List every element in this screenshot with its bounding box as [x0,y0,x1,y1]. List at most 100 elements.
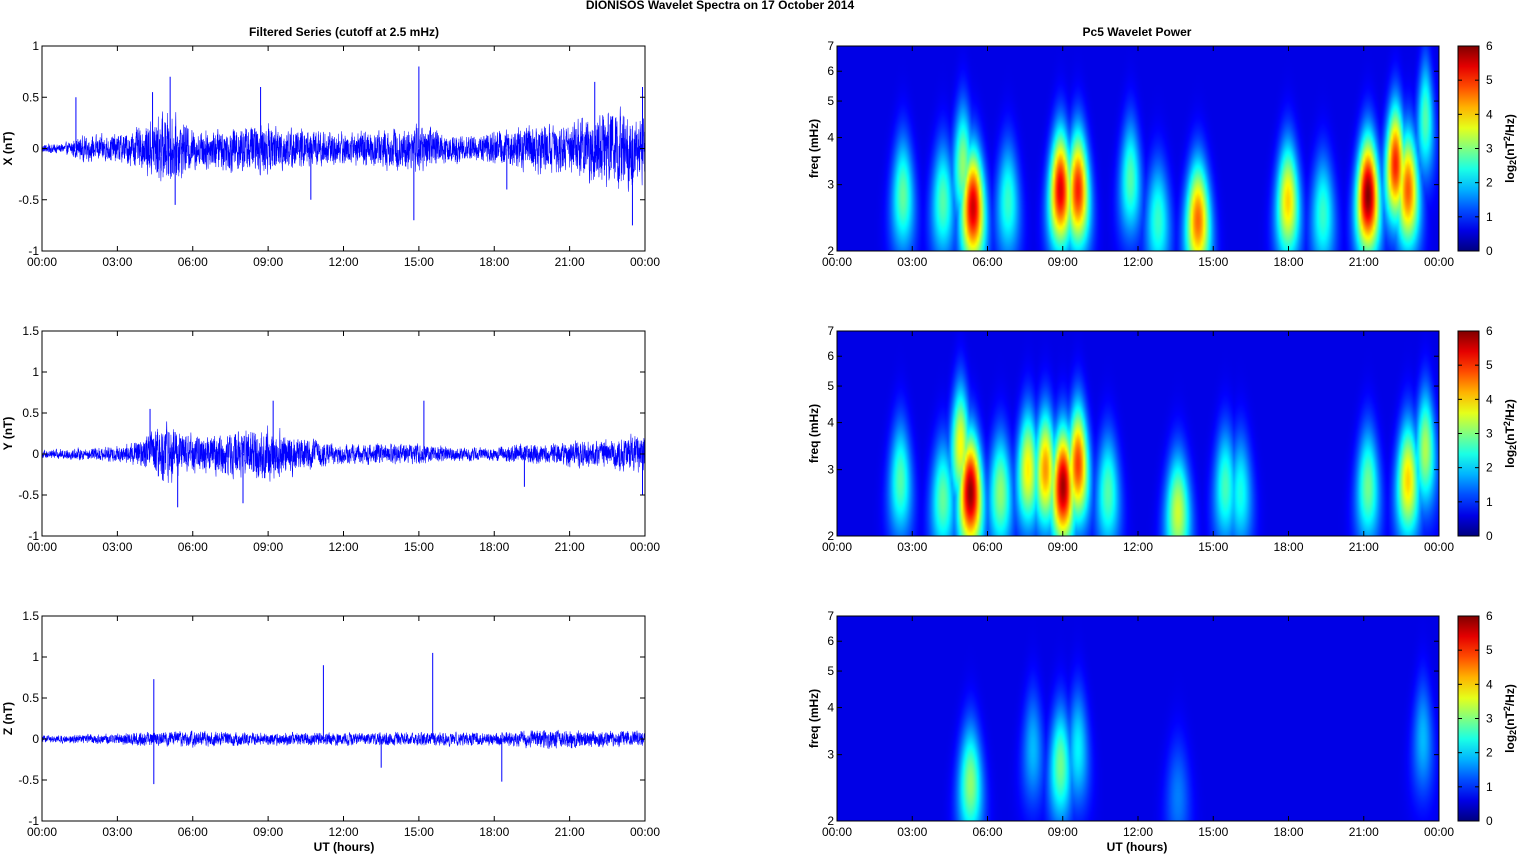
colorbar-tick-label: 3 [1486,427,1493,441]
wavelet-x-x-tick-label: 15:00 [1198,255,1228,269]
colorbar-label-part: log [1503,735,1517,753]
wavelet-panel-x: 2 3 4 5 6 7 00:00 03:00 06:00 09:00 12:00 15:00 18:0… [807,39,1518,269]
y-tick-label: 1 [32,365,39,379]
series-z-x-tick-label: 15:00 [404,825,434,839]
wavelet-z-x-tick-label: 00:00 [1424,825,1454,839]
wavelet-panel-y: 2 3 4 5 6 7 00:00 03:00 06:00 09:00 12:00 15:00 18:0… [807,324,1518,554]
colorbar-label-part: (nT [1503,711,1517,730]
y-tick-label: 5 [827,94,834,108]
wavelet-x-x-tick-label: 06:00 [972,255,1002,269]
y-tick-label: 6 [827,634,834,648]
series-y-x-tick-label: 12:00 [328,540,358,554]
wavelet-x-x-tick-label: 21:00 [1349,255,1379,269]
y-tick-label: 0.5 [22,406,39,420]
figure-title: DIONISOS Wavelet Spectra on 17 October 2… [586,0,855,12]
series-z-x-tick-label: 06:00 [178,825,208,839]
wavelet-y-x-tick-label: 12:00 [1123,540,1153,554]
colorbar-tick-label: 0 [1486,814,1493,828]
series-panel-z: -1 -0.5 0 0.5 1 1.5 00:00 03:00 06:00 09:00 12:00 1… [1,609,660,839]
colorbar-label-part: 2 [1508,445,1518,450]
series-x-x-tick-label: 09:00 [253,255,283,269]
colorbar-label: log2(nT2/Hz) [1502,684,1518,753]
wavelet-x-x-tick-label: 00:00 [822,255,852,269]
series-x-x-tick-label: 15:00 [404,255,434,269]
wavelet-power-image [837,331,1439,536]
series-x-x-tick-label: 00:00 [27,255,57,269]
colorbar-tick-label: 0 [1486,529,1493,543]
wavelet-y-x-tick-label: 09:00 [1048,540,1078,554]
series-x-x-tick-label: 12:00 [328,255,358,269]
series-z-x-tick-label: 09:00 [253,825,283,839]
y-tick-label: 0 [32,732,39,746]
series-y-x-tick-label: 03:00 [102,540,132,554]
y-axis-label: freq (mHz) [807,689,821,748]
wavelet-z-x-tick-label: 06:00 [972,825,1002,839]
series-y-x-tick-label: 15:00 [404,540,434,554]
y-tick-label: 6 [827,64,834,78]
colorbar-tick-label: 3 [1486,142,1493,156]
y-axis-label: freq (mHz) [807,404,821,463]
series-x-x-tick-label: 21:00 [555,255,585,269]
wavelet-x-x-tick-label: 00:00 [1424,255,1454,269]
y-tick-label: -1 [28,529,39,543]
y-tick-label: 3 [827,463,834,477]
waveform-z [41,729,646,750]
y-tick-label: 0.5 [22,691,39,705]
wavelet-y-x-tick-label: 00:00 [822,540,852,554]
wavelet-x-x-tick-label: 12:00 [1123,255,1153,269]
y-axis-label: Y (nT) [1,417,15,451]
colorbar-tick-label: 5 [1486,358,1493,372]
colorbar-tick-label: 5 [1486,73,1493,87]
wavelet-z-x-tick-label: 15:00 [1198,825,1228,839]
wavelet-x-x-tick-label: 09:00 [1048,255,1078,269]
y-tick-label: 2 [827,814,834,828]
wavelet-y-x-tick-label: 06:00 [972,540,1002,554]
colorbar-label-part: /Hz) [1503,684,1517,706]
x-axis-label-left: UT (hours) [314,840,375,854]
colorbar-label-part: /Hz) [1503,114,1517,136]
colorbar-label-part: (nT [1503,141,1517,160]
waveform-x [41,106,646,192]
series-z-x-tick-label: 21:00 [555,825,585,839]
wavelet-y-x-tick-label: 15:00 [1198,540,1228,554]
wavelet-y-x-tick-label: 00:00 [1424,540,1454,554]
y-tick-label: 7 [827,609,834,623]
colorbar-tick-label: 4 [1486,392,1493,406]
wavelet-y-x-tick-label: 21:00 [1349,540,1379,554]
y-tick-label: -0.5 [18,488,39,502]
colorbar-tick-label: 1 [1486,210,1493,224]
colorbar-tick-label: 0 [1486,244,1493,258]
colorbar-tick-label: 1 [1486,495,1493,509]
colorbar-label-part: /Hz) [1503,399,1517,421]
series-y-x-tick-label: 09:00 [253,540,283,554]
colorbar-tick-label: 6 [1486,324,1493,338]
colorbar-label-part: 2 [1502,136,1512,141]
colorbar-label: log2(nT2/Hz) [1502,114,1518,183]
y-tick-label: 0.5 [22,90,39,104]
y-tick-label: 2 [827,244,834,258]
colorbar-tick-label: 2 [1486,461,1493,475]
panels: -1 -0.5 0 0.5 1 00:00 03:00 06:00 09:00 12:00 15:0… [1,39,1518,839]
wavelet-y-x-tick-label: 03:00 [897,540,927,554]
y-tick-label: 5 [827,664,834,678]
plot-frame [41,615,646,822]
colorbar-label-part: log [1503,165,1517,183]
left-column-title: Filtered Series (cutoff at 2.5 mHz) [249,25,439,39]
colorbar-tick-label: 1 [1486,780,1493,794]
y-axis-label: X (nT) [1,132,15,166]
y-tick-label: -1 [28,244,39,258]
colorbar-tick-label: 5 [1486,643,1493,657]
series-x-x-tick-label: 00:00 [630,255,660,269]
y-tick-label: -0.5 [18,773,39,787]
plot-frame [41,330,646,537]
colorbar-tick-label: 4 [1486,677,1493,691]
y-tick-label: -1 [28,814,39,828]
series-z-x-tick-label: 03:00 [102,825,132,839]
wavelet-z-x-tick-label: 21:00 [1349,825,1379,839]
wavelet-x-x-tick-label: 18:00 [1273,255,1303,269]
right-column-title: Pc5 Wavelet Power [1083,25,1192,39]
series-y-x-tick-label: 21:00 [555,540,585,554]
colorbar-tick-label: 4 [1486,107,1493,121]
wavelet-z-x-tick-label: 09:00 [1048,825,1078,839]
y-tick-label: 1 [32,39,39,53]
